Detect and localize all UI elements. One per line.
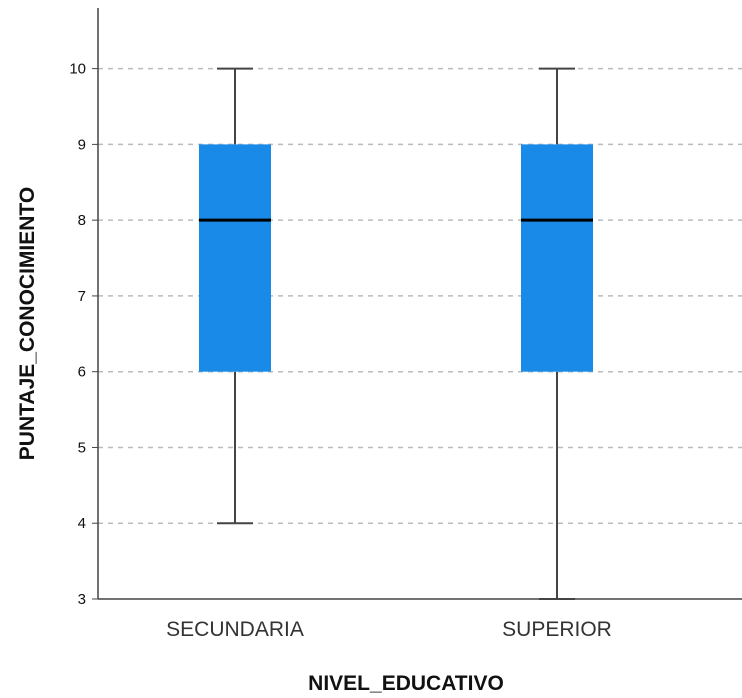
y-tick-label-3: 3 <box>78 591 86 608</box>
iqr-box <box>521 144 593 372</box>
y-tick-label-5: 5 <box>78 439 86 456</box>
boxes <box>199 67 593 600</box>
y-axis-ticks: 3 4 5 6 7 8 9 10 <box>69 61 98 608</box>
x-axis-title: NIVEL_EDUCATIVO <box>308 672 504 695</box>
y-tick-label-6: 6 <box>78 364 86 381</box>
y-tick-label-8: 8 <box>78 212 86 229</box>
y-tick-label-7: 7 <box>78 288 86 305</box>
box-secundaria <box>199 67 271 525</box>
y-tick-label-4: 4 <box>78 515 86 532</box>
box-superior <box>521 67 593 600</box>
y-axis-title: PUNTAJE_CONOCIMIENTO <box>16 187 39 460</box>
iqr-box <box>199 144 271 372</box>
y-tick-label-9: 9 <box>78 136 86 153</box>
x-tick-label-superior: SUPERIOR <box>502 618 612 641</box>
y-tick-label-10: 10 <box>69 61 86 78</box>
grid-lines <box>98 67 742 524</box>
x-tick-label-secundaria: SECUNDARIA <box>166 618 304 641</box>
x-axis-ticks: SECUNDARIA SUPERIOR <box>166 618 612 641</box>
